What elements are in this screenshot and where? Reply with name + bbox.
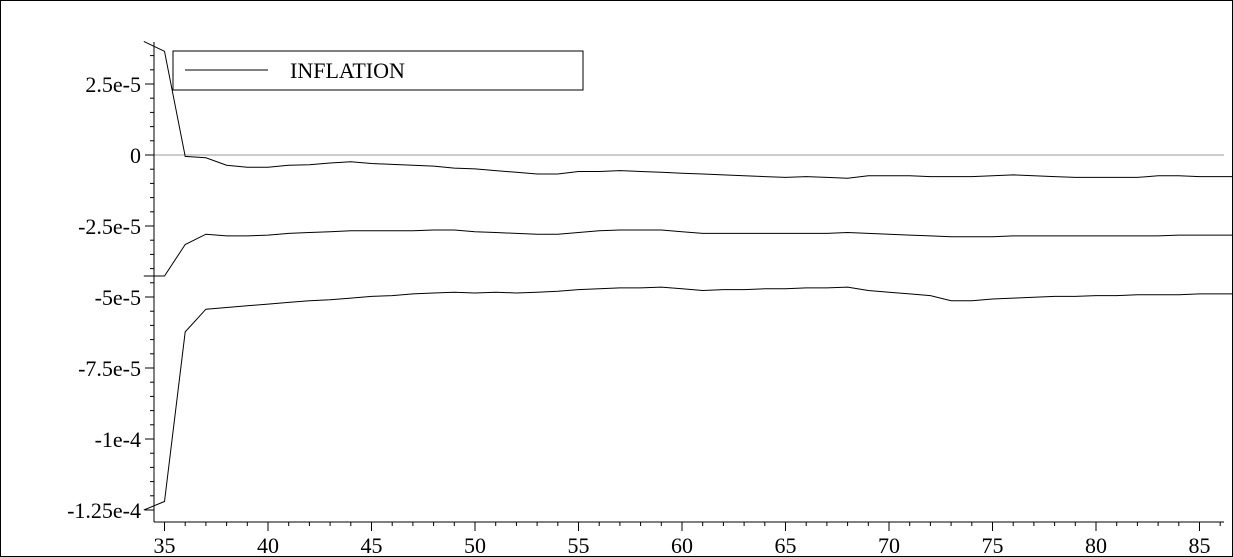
x-tick-label: 85 <box>1189 533 1211 557</box>
x-tick-label: 65 <box>775 533 797 557</box>
x-tick-label: 80 <box>1085 533 1107 557</box>
x-tick-label: 75 <box>982 533 1004 557</box>
y-tick-label: -5e-5 <box>95 285 141 310</box>
y-tick-label: -1.25e-4 <box>67 498 141 523</box>
legend-label-inflation: INFLATION <box>290 58 405 83</box>
y-tick-label: 2.5e-5 <box>85 72 141 97</box>
series-line-1 <box>143 40 1233 179</box>
series-line-3 <box>143 286 1233 511</box>
plot-area <box>143 40 1233 511</box>
y-tick-label: 0 <box>130 143 141 168</box>
x-tick-label: 40 <box>257 533 279 557</box>
legend: INFLATION <box>172 50 584 91</box>
series-line-2 <box>143 229 1233 277</box>
x-tick-label: 55 <box>568 533 590 557</box>
x-tick-label: 50 <box>464 533 486 557</box>
x-tick-label: 45 <box>361 533 383 557</box>
axes: 2.5e-5 0 -2.5e-5 -5e-5 -7.5e-5 -1e-4 -1.25e-4 3… <box>67 42 1224 557</box>
x-tick-label: 60 <box>671 533 693 557</box>
y-tick-label: -2.5e-5 <box>78 214 141 239</box>
y-tick-label: -7.5e-5 <box>78 356 141 381</box>
y-tick-label: -1e-4 <box>95 427 141 452</box>
x-tick-label: 70 <box>878 533 900 557</box>
x-tick-label: 35 <box>154 533 176 557</box>
